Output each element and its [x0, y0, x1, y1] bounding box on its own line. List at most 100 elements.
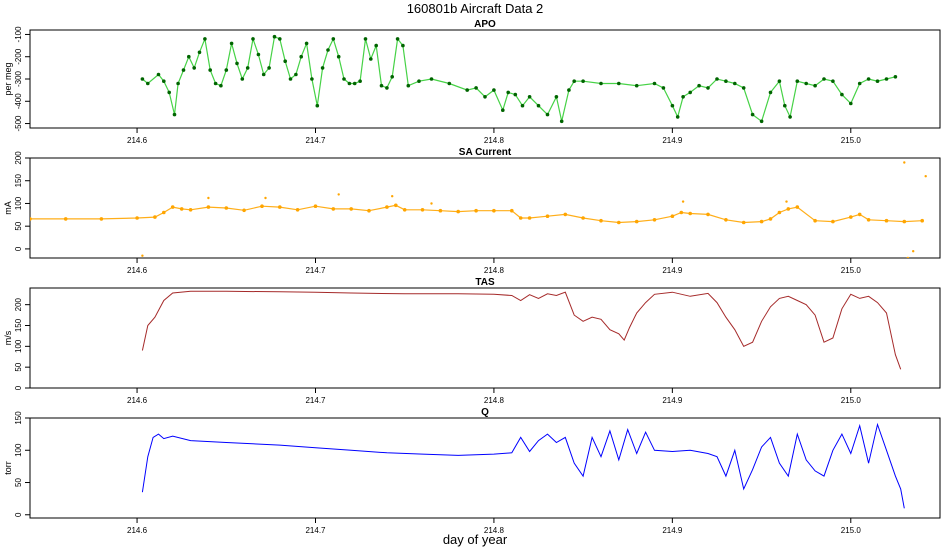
- data-point: [208, 68, 212, 72]
- outlier-point: [264, 196, 267, 200]
- data-point: [706, 212, 710, 217]
- data-point: [518, 216, 523, 220]
- data-point: [369, 57, 373, 61]
- data-point: [326, 48, 330, 52]
- plot-frame: [29, 29, 941, 129]
- panels: APO per meg -500 -400 -300 -200 -100 214.6 214.7…: [3, 19, 941, 535]
- x-tick-label: 214.8: [484, 526, 505, 535]
- y-tick-label: -500: [14, 115, 23, 132]
- plot-area: [141, 290, 902, 370]
- data-point: [135, 216, 139, 220]
- data-point: [172, 112, 177, 117]
- data-point: [474, 86, 478, 90]
- data-point: [788, 115, 792, 119]
- data-point: [235, 61, 239, 66]
- data-point: [813, 218, 817, 223]
- data-point: [219, 83, 223, 88]
- data-point: [617, 81, 621, 86]
- data-point: [390, 75, 395, 79]
- y-tick-label: 50: [14, 221, 23, 230]
- y-tick-label: 0: [14, 246, 23, 251]
- data-point: [465, 88, 470, 92]
- data-point: [733, 81, 737, 86]
- data-point: [336, 54, 341, 59]
- outlier-point: [906, 256, 910, 258]
- data-point: [902, 219, 907, 224]
- data-point: [63, 217, 68, 221]
- data-point: [272, 34, 277, 39]
- y-axis-label: m/s: [3, 330, 13, 345]
- y-tick-label: -400: [14, 93, 23, 110]
- y-tick-label: 100: [14, 443, 23, 457]
- data-point: [192, 66, 196, 70]
- data-point: [197, 50, 202, 55]
- y-tick-label: 200: [14, 297, 23, 311]
- data-point: [545, 214, 550, 218]
- data-point: [299, 54, 304, 59]
- data-point: [203, 37, 207, 41]
- x-tick-label: 215.0: [841, 526, 862, 535]
- data-point: [599, 218, 603, 223]
- y-axis-label: per meg: [3, 62, 13, 95]
- x-tick-label: 214.8: [484, 266, 505, 275]
- data-point: [768, 90, 773, 95]
- data-point: [536, 103, 541, 108]
- data-point: [156, 72, 161, 77]
- data-point: [741, 220, 746, 225]
- data-point: [724, 218, 728, 222]
- data-point: [661, 86, 666, 90]
- panel-title: APO: [474, 19, 496, 30]
- data-point: [697, 83, 701, 88]
- data-point: [581, 216, 585, 220]
- data-point: [170, 205, 175, 209]
- data-point: [513, 92, 518, 97]
- y-tick-label: -100: [14, 26, 23, 43]
- data-point: [245, 66, 250, 70]
- data-point: [224, 206, 229, 210]
- data-point: [331, 37, 336, 41]
- x-tick-label: 214.9: [662, 266, 683, 275]
- data-point: [617, 220, 621, 225]
- data-point: [406, 83, 411, 88]
- data-point: [402, 208, 407, 212]
- data-point: [581, 79, 585, 83]
- x-tick-label: 214.6: [127, 136, 148, 145]
- data-point: [563, 212, 568, 217]
- data-point: [229, 41, 234, 46]
- outlier-point: [141, 254, 144, 257]
- data-point: [349, 207, 354, 211]
- data-point: [352, 81, 357, 86]
- data-point: [320, 66, 325, 70]
- data-point: [295, 208, 300, 212]
- data-point: [679, 210, 684, 215]
- data-point: [652, 81, 657, 86]
- data-point: [688, 211, 692, 216]
- data-point: [294, 72, 298, 77]
- panel-apo: APO per meg -500 -400 -300 -200 -100 214.6 214.7…: [3, 19, 941, 145]
- x-tick-label: 214.8: [484, 136, 505, 145]
- data-point: [804, 81, 808, 86]
- y-tick-label: 0: [14, 385, 23, 390]
- x-tick-label: 214.6: [127, 526, 148, 535]
- data-point: [420, 208, 425, 212]
- data-point: [795, 205, 800, 209]
- x-tick-label: 214.7: [305, 266, 326, 275]
- data-point: [750, 112, 755, 117]
- panel-title: TAS: [475, 277, 495, 288]
- data-point: [162, 79, 166, 83]
- data-point: [866, 218, 871, 222]
- data-point: [313, 204, 318, 208]
- figure-title: 160801b Aircraft Data 2: [407, 1, 544, 16]
- data-point: [331, 207, 336, 211]
- panel-tas: TAS m/s 0 50 100 150 200 214.6 214.7 214.8 214.9 21…: [3, 277, 941, 405]
- plot-area: [141, 422, 905, 509]
- data-point: [741, 86, 746, 90]
- outlier-point: [337, 193, 340, 196]
- data-point: [224, 68, 229, 72]
- data-point: [240, 77, 245, 81]
- x-tick-label: 215.0: [841, 136, 862, 145]
- x-tick-label: 214.8: [484, 396, 505, 405]
- x-tick-label: 214.7: [305, 136, 326, 145]
- data-point: [395, 37, 400, 41]
- data-point: [417, 79, 421, 83]
